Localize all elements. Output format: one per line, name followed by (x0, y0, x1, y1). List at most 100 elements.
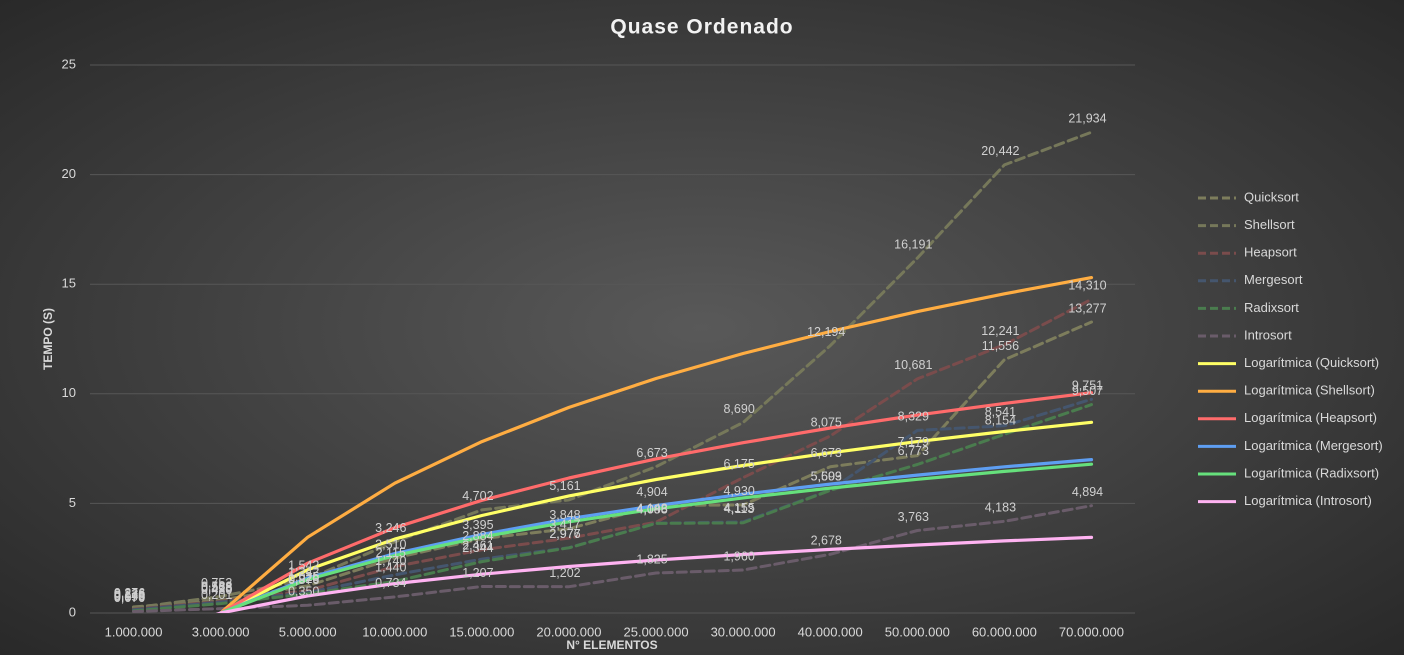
data-label: 1,025 (288, 570, 319, 584)
x-axis-title: N° ELEMENTOS (566, 638, 657, 652)
data-label: 0,096 (114, 590, 145, 604)
legend-label: Radixsort (1244, 300, 1299, 315)
data-label: 8,075 (811, 415, 842, 429)
series-line (132, 297, 1093, 611)
data-label: 5,593 (811, 470, 842, 484)
data-label: 4,904 (636, 485, 667, 499)
legend-label: Logarítmica (Mergesort) (1244, 438, 1383, 453)
data-label: 4,930 (723, 484, 754, 498)
data-label: 6,673 (636, 446, 667, 460)
legend-label: Logarítmica (Introsort) (1244, 493, 1372, 508)
legend-label: Introsort (1244, 327, 1292, 342)
x-tick-label: 25.000.000 (624, 624, 689, 639)
data-label: 8,541 (985, 405, 1016, 419)
data-label: 0,498 (201, 581, 232, 595)
data-label: 4,143 (636, 501, 667, 515)
data-label: 2,977 (549, 527, 580, 541)
y-axis-title: TEMPO (S) (41, 308, 55, 370)
legend-label: Logarítmica (Shellsort) (1244, 383, 1375, 398)
series-line (132, 403, 1093, 613)
data-label: 4,702 (462, 489, 493, 503)
y-tick-label: 5 (69, 495, 76, 510)
data-label: 2,976 (549, 527, 580, 541)
data-label: 5,161 (549, 479, 580, 493)
data-label: 0,276 (114, 586, 145, 600)
x-tick-label: 10.000.000 (362, 624, 427, 639)
data-label: 21,934 (1068, 112, 1106, 126)
data-label: 4,894 (1072, 485, 1103, 499)
data-label: 8,690 (723, 402, 754, 416)
data-label: 2,115 (376, 546, 406, 560)
data-label: 9,751 (1072, 379, 1103, 393)
x-tick-label: 40.000.000 (798, 624, 863, 639)
y-tick-label: 25 (62, 56, 76, 71)
x-tick-label: 30.000.000 (711, 624, 776, 639)
legend-label: Logarítmica (Quicksort) (1244, 355, 1379, 370)
data-label: 8,329 (898, 410, 929, 424)
data-label: 4,113 (724, 502, 754, 516)
data-label: 5,609 (811, 469, 842, 483)
data-label: 8,154 (985, 414, 1016, 428)
data-label: 2,510 (375, 537, 406, 551)
data-label: 7,179 (898, 435, 929, 449)
data-label: 4,086 (636, 503, 667, 517)
series-line (132, 130, 1093, 610)
data-label: 20,442 (981, 144, 1019, 158)
data-label: 0,070 (114, 591, 145, 605)
data-label: 14,310 (1068, 279, 1106, 293)
data-label: 1,242 (288, 565, 319, 579)
y-tick-label: 0 (69, 604, 76, 619)
data-label: 0,876 (288, 573, 319, 587)
data-label: 0,430 (201, 583, 232, 597)
data-label: 3,246 (375, 521, 406, 535)
data-label: 2,344 (462, 541, 493, 555)
legend-label: Heapsort (1244, 245, 1297, 260)
data-label: 4,183 (985, 501, 1016, 515)
data-label: 0,170 (114, 589, 145, 603)
data-label: 4,155 (723, 501, 754, 515)
data-label: 13,277 (1068, 301, 1106, 315)
trend-line (218, 276, 1094, 613)
data-label: 1,440 (375, 561, 406, 575)
trend-line (215, 535, 1094, 613)
x-tick-label: 60.000.000 (972, 624, 1037, 639)
data-label: 3,763 (898, 510, 929, 524)
legend-label: Shellsort (1244, 217, 1295, 232)
data-label: 0,146 (114, 589, 145, 603)
trend-line (218, 391, 1094, 613)
data-label: 1,825 (636, 552, 667, 566)
data-label: 6,673 (811, 446, 842, 460)
x-tick-label: 70.000.000 (1059, 624, 1124, 639)
data-label: 2,884 (462, 529, 493, 543)
data-label: 0,528 (201, 581, 232, 595)
data-label: 0,588 (201, 579, 232, 593)
y-tick-label: 15 (62, 276, 76, 291)
data-label: 3,395 (462, 518, 493, 532)
x-tick-label: 3.000.000 (192, 624, 250, 639)
x-tick-label: 1.000.000 (105, 624, 163, 639)
y-tick-label: 20 (62, 166, 76, 181)
data-label: 12,194 (807, 325, 845, 339)
legend-label: Mergesort (1244, 272, 1303, 287)
data-label: 1,960 (723, 549, 754, 563)
x-tick-label: 20.000.000 (536, 624, 601, 639)
data-label: 0,236 (114, 587, 145, 601)
legend-label: Logarítmica (Radixsort) (1244, 465, 1379, 480)
data-label: 12,241 (981, 324, 1019, 338)
data-label: 0,753 (201, 576, 232, 590)
data-label: 2,678 (811, 534, 842, 548)
data-label: 1,207 (462, 566, 493, 580)
data-label: 1,542 (288, 558, 319, 572)
grid: 0 5 10 15 20 25 1.000.000 3.000.000 5.000.000 10.… (62, 56, 1135, 639)
legend-label: Quicksort (1244, 189, 1299, 204)
data-label: 0,734 (375, 576, 406, 590)
legend-label: Logarítmica (Heapsort) (1244, 410, 1377, 425)
data-label: 1,202 (549, 566, 580, 580)
data-label: 0,929 (288, 572, 319, 586)
data-label: 1,740 (375, 554, 406, 568)
labels: 0,276 0,588 1,242 2,510 3,395 3,848 4,904 4,930… (114, 112, 1107, 605)
series-line (132, 504, 1093, 613)
data-label: 16,191 (894, 237, 932, 251)
